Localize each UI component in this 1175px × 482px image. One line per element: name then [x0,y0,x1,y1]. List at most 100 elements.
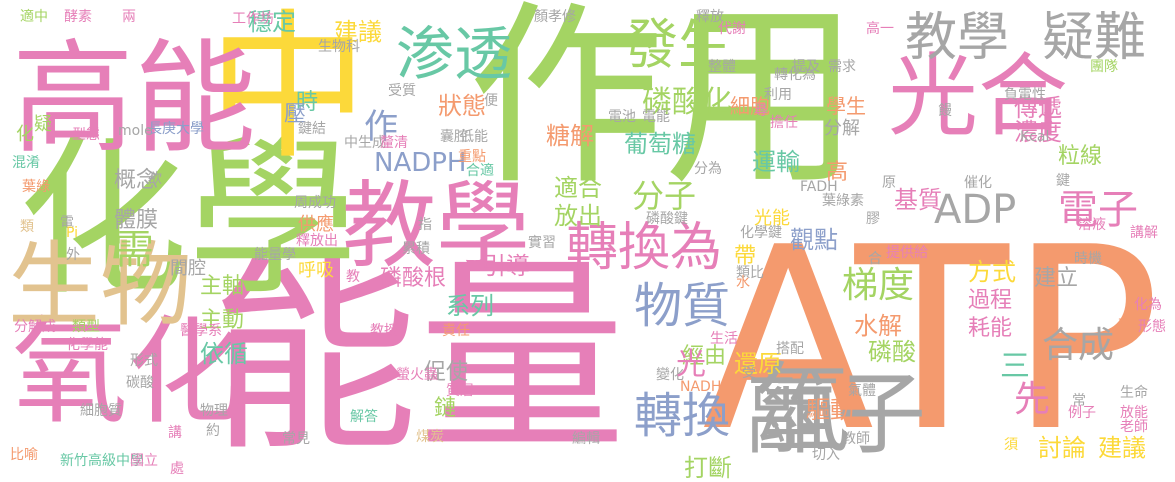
word-suggest: 建議 [334,18,382,46]
word-living: 生命 [1120,385,1148,401]
word-ion: 離子 [746,362,926,467]
word-firefly: 螢火蟲 [396,367,438,383]
word-zuo: 作 [364,107,398,147]
word-cytoplasm: 細胞質 [80,403,122,419]
word-must: 須 [1004,437,1018,453]
word-point-to: 指 [418,217,432,233]
word-grade-10: 高一 [866,21,894,37]
word-analogy: 類比 [736,265,764,281]
word-divided-into: 分為 [694,161,722,177]
word-supply: 供應 [298,214,334,235]
word-about: 約 [206,423,220,439]
word-hydrolysis: 水解 [854,312,902,340]
word-mitochondria: 粒線 [1058,144,1103,169]
word-solution: 溶液 [1078,217,1106,233]
word-format: 形式 [130,353,158,369]
word-consume-energy: 耗能 [968,316,1013,341]
word-process: 過程 [968,288,1013,313]
word-bond: 鍵結 [298,121,326,137]
word-practice: 實習 [528,235,556,251]
word-appropriate: 合適 [466,163,494,179]
word-teaching: 教學 [342,172,531,281]
word-light: 光 [676,347,706,382]
word-energetics: 能量學 [254,247,296,263]
word-reduction: 還原 [734,350,782,378]
word-desire: 欲 [148,171,162,187]
word-matrix: 基質 [894,186,942,214]
word-name: 顏孝修 [534,9,576,25]
word-low-energy: 低能 [460,129,488,145]
word-photosynthesis: 光合 [888,44,1068,149]
word-teacher: 教師 [842,431,870,447]
word-serve-as: 擔任 [770,115,798,131]
word-osmosis: 渗透 [396,20,513,88]
word-chain: 鏈 [434,396,457,421]
word-convert-to: 轉換為 [566,218,723,278]
word-metabolism: 代謝 [718,21,746,37]
word-physics: 物理 [200,403,228,419]
word-become: 化為 [1134,297,1162,313]
word-electron: 電子 [1058,187,1138,233]
word-decompose: 分解 [824,118,860,139]
word-mention: 提及 [792,59,820,75]
word-then: 便 [484,93,498,109]
word-difficulty: 疑難 [1042,8,1147,68]
word-whole: 整體 [708,59,736,75]
word-middle: 中 [208,0,369,181]
word-outer: 外 [66,247,80,263]
word-cut-in: 切入 [812,447,840,463]
word-via: 經由 [682,344,727,369]
word-chemistry: 化學 [18,121,359,319]
word-transform-into: 轉化為 [774,67,816,83]
word-phosphate-bond: 磷酸鍵 [646,211,688,227]
word-glycolysis: 糖解 [546,122,594,150]
word-glue: 膠 [866,211,880,227]
word-establish: 建立 [1034,266,1079,291]
word-three: 三 [1000,349,1030,384]
word-origin: 原 [882,175,896,191]
word-doubt: 疑 [34,114,52,135]
word-answer: 解答 [350,409,378,425]
word-chang-gung: 長庚大學 [148,121,204,137]
word-teacher-2: 老師 [1120,419,1148,435]
word-energy: 能量 [210,238,626,480]
word-coal: 煤炭 [416,429,444,445]
word-often: 常 [1072,393,1086,409]
word-occur: 發生 [624,13,732,76]
word-national: 國立 [130,453,158,469]
word-enzyme: 酵素 [64,9,92,25]
word-discuss: 討論 [1038,434,1086,462]
word-life: 生活 [710,331,738,347]
word-method: 方式 [968,258,1016,286]
word-teaching-gray: 教學 [905,8,1010,68]
word-function: 作用 [468,0,861,212]
word-carbonic-acid: 碳酸 [126,375,154,391]
word-common: 常見 [282,431,310,447]
word-membrane: 體膜 [114,208,159,233]
word-combine: 合 [868,251,882,267]
word-active: 主動 [200,308,245,333]
word-cell: 細胞 [730,94,770,118]
word-key: 鍵 [1056,173,1070,189]
word-break: 打斷 [684,454,732,482]
word-phosphate: 磷酸 [868,338,916,366]
word-substrate: 受質 [388,83,416,99]
word-gradient: 梯度 [842,265,915,306]
word-kcal: Kcal [1020,129,1050,145]
word-electric: 電 [60,215,74,231]
word-chloro: 葉綠 [22,179,50,195]
word-substance: 物質 [634,278,731,334]
word-lecture: 講 [168,425,182,441]
word-guide: 引導 [482,252,530,280]
word-transport: 運輸 [752,148,800,176]
word-team: 團隊 [1090,59,1118,75]
word-responsibility: 責任 [442,323,470,339]
word-convert: 轉換 [634,388,731,444]
word-form: 型態 [72,127,100,143]
word-atp: ATP [702,194,1161,482]
word-moderate: 適中 [20,9,48,25]
word-glucose: 葡萄糖 [624,130,696,158]
word-follow: 依循 [200,340,248,368]
word-kind: 類型 [72,319,100,335]
word-biology-dept: 生物科 [318,39,360,55]
